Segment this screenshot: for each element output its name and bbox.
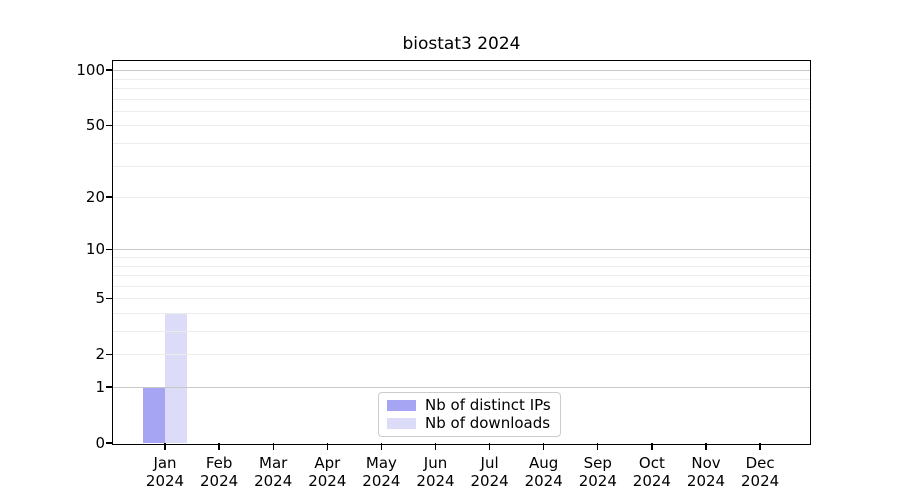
legend-label-downloads: Nb of downloads bbox=[425, 414, 551, 432]
y-axis-tick-label: 20 bbox=[85, 188, 105, 207]
bar-jan-series0 bbox=[143, 387, 165, 443]
y-axis-tick-label: 50 bbox=[85, 116, 105, 135]
y-axis-tick-label: 2 bbox=[95, 345, 105, 364]
legend-item-downloads: Nb of downloads bbox=[387, 416, 551, 431]
x-axis-tick bbox=[218, 443, 220, 450]
legend-swatch-downloads bbox=[387, 418, 416, 429]
x-axis-tick-label: Dec 2024 bbox=[741, 454, 780, 490]
gridline-minor bbox=[113, 98, 810, 100]
gridline-minor bbox=[113, 298, 810, 300]
y-axis-tick-label: 10 bbox=[85, 240, 105, 259]
x-axis-tick-label: May 2024 bbox=[362, 454, 401, 490]
gridline-minor bbox=[113, 312, 810, 314]
y-axis-tick bbox=[106, 442, 113, 444]
x-axis-tick-label: Nov 2024 bbox=[686, 454, 726, 490]
gridline-major bbox=[113, 249, 810, 251]
x-axis-tick-label: Sep 2024 bbox=[578, 454, 617, 490]
bar-jan-series1 bbox=[165, 312, 187, 443]
legend-item-distinct-ips: Nb of distinct IPs bbox=[387, 398, 551, 413]
gridline-minor bbox=[113, 197, 810, 199]
y-axis-tick bbox=[106, 386, 113, 388]
x-axis-tick-label: Aug 2024 bbox=[524, 454, 563, 490]
gridline-minor bbox=[113, 354, 810, 356]
x-axis-tick bbox=[759, 443, 761, 450]
x-axis-tick bbox=[326, 443, 328, 450]
legend: Nb of distinct IPs Nb of downloads bbox=[378, 392, 561, 437]
gridline-major bbox=[113, 70, 810, 72]
y-axis-tick-label: 1 bbox=[95, 378, 105, 396]
x-axis-tick-label: Mar 2024 bbox=[254, 454, 293, 490]
gridline-minor bbox=[113, 125, 810, 127]
gridline-minor bbox=[113, 78, 810, 80]
y-axis-tick-label: 0 bbox=[95, 434, 105, 452]
y-axis-tick bbox=[106, 297, 113, 299]
x-axis-tick bbox=[272, 443, 274, 450]
gridline-minor bbox=[113, 165, 810, 167]
x-axis-tick-label: Jun 2024 bbox=[416, 454, 455, 490]
y-axis-tick-label: 100 bbox=[76, 61, 105, 80]
x-axis-tick bbox=[651, 443, 653, 450]
x-axis-tick bbox=[380, 443, 383, 450]
gridline-minor bbox=[113, 143, 810, 145]
x-axis-tick-label: Oct 2024 bbox=[632, 454, 671, 490]
x-axis-tick-label: Jul 2024 bbox=[470, 454, 509, 490]
x-axis-tick-label: Apr 2024 bbox=[308, 454, 347, 490]
gridline-minor bbox=[113, 110, 810, 112]
y-axis-tick bbox=[106, 196, 113, 198]
y-axis-tick bbox=[106, 353, 113, 355]
x-axis-tick bbox=[705, 443, 707, 450]
y-axis-tick-label: 5 bbox=[95, 289, 105, 308]
gridline-minor bbox=[113, 331, 810, 333]
gridline-minor bbox=[113, 88, 810, 90]
gridline-minor bbox=[113, 265, 810, 267]
x-axis-tick bbox=[597, 443, 599, 450]
x-axis-tick-label: Jan 2024 bbox=[145, 454, 185, 490]
gridline-major bbox=[113, 387, 810, 388]
gridline-minor bbox=[113, 257, 810, 258]
legend-swatch-distinct-ips bbox=[387, 400, 416, 411]
x-axis-tick bbox=[164, 443, 166, 450]
legend-label-distinct-ips: Nb of distinct IPs bbox=[425, 396, 551, 414]
x-axis-tick-label: Feb 2024 bbox=[200, 454, 239, 490]
chart-title: biostat3 2024 bbox=[402, 34, 521, 54]
gridline-minor bbox=[113, 285, 810, 287]
gridline-minor bbox=[113, 275, 810, 277]
x-axis-tick bbox=[434, 443, 437, 450]
x-axis-tick bbox=[488, 443, 491, 450]
y-axis-tick bbox=[106, 69, 113, 71]
y-axis-tick bbox=[106, 248, 113, 250]
x-axis-tick bbox=[543, 443, 545, 450]
y-axis-tick bbox=[106, 124, 113, 127]
